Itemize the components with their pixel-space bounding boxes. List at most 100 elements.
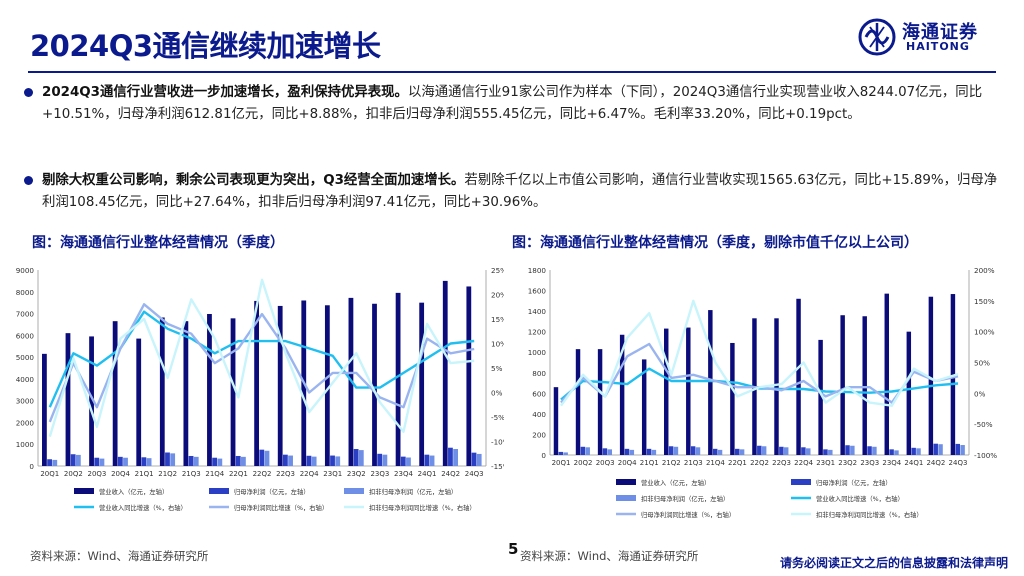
chart-left-caption: 图：海通通信行业整体经营情况（季度） bbox=[32, 235, 284, 251]
bar bbox=[159, 317, 165, 466]
bar bbox=[311, 456, 317, 466]
bar bbox=[619, 334, 625, 455]
y2-tick-label: 15% bbox=[491, 315, 504, 324]
x-tick-label: 22Q2 bbox=[253, 470, 272, 478]
y-tick-label: 1400 bbox=[528, 307, 547, 316]
y-tick-label: 3000 bbox=[16, 397, 35, 406]
bar bbox=[602, 448, 608, 455]
bar bbox=[335, 456, 341, 466]
bar bbox=[646, 448, 652, 455]
x-tick-label: 24Q1 bbox=[904, 459, 923, 467]
y2-tick-label: 5% bbox=[491, 364, 503, 373]
bar bbox=[867, 446, 872, 455]
bar bbox=[207, 313, 212, 466]
legend-swatch bbox=[344, 488, 364, 494]
bar bbox=[94, 457, 100, 466]
bar bbox=[889, 449, 894, 455]
bar bbox=[575, 349, 581, 455]
y2-tick-label: 100% bbox=[974, 328, 995, 337]
bar bbox=[955, 443, 960, 455]
x-tick-label: 23Q1 bbox=[816, 459, 835, 467]
bar bbox=[89, 336, 94, 466]
x-tick-label: 21Q1 bbox=[640, 459, 659, 467]
bar bbox=[306, 455, 312, 466]
bullet-point-1: 2024Q3通信行业营收进一步加速增长，盈利保持优异表现。以海通通信行业91家公… bbox=[24, 82, 999, 126]
bar bbox=[708, 310, 713, 455]
bar bbox=[664, 328, 669, 455]
x-tick-label: 24Q3 bbox=[465, 470, 484, 478]
y-tick-label: 1000 bbox=[528, 348, 547, 357]
bar bbox=[146, 458, 152, 466]
legend-label: 营业收入同比增速（%，右轴） bbox=[99, 503, 187, 512]
bar bbox=[188, 455, 194, 466]
legend-label: 扣非归母净利润（亿元，左轴） bbox=[641, 494, 729, 503]
bar bbox=[288, 455, 293, 466]
legend-label: 归母净利润（亿元，左轴） bbox=[816, 478, 892, 487]
x-tick-label: 23Q3 bbox=[860, 459, 879, 467]
bar bbox=[717, 449, 723, 455]
bar bbox=[99, 458, 105, 466]
chart-right: 0 200 400 600 800 1000 1200 1400 1600 1800 -100% -5… bbox=[528, 266, 998, 519]
bar bbox=[395, 292, 401, 466]
bar bbox=[141, 457, 147, 466]
bar bbox=[170, 453, 176, 466]
bar bbox=[264, 450, 270, 466]
bullet-dot-icon bbox=[24, 176, 33, 185]
bar bbox=[183, 321, 189, 466]
x-tick-label: 22Q3 bbox=[276, 470, 295, 478]
legend-swatch bbox=[209, 488, 229, 494]
x-tick-label: 22Q1 bbox=[728, 459, 747, 467]
bar bbox=[828, 449, 833, 455]
x-tick-label: 22Q4 bbox=[300, 470, 319, 478]
y2-tick-label: 50% bbox=[974, 359, 990, 368]
bar bbox=[928, 296, 934, 455]
bar bbox=[277, 305, 283, 466]
bar bbox=[624, 448, 630, 455]
legend-label: 归母净利润同比增速（%，右轴） bbox=[234, 503, 328, 512]
source-note-right: 资料来源：Wind、海通证券研究所 bbox=[520, 549, 699, 563]
bar bbox=[259, 449, 265, 466]
logo-english-name: HAITONG bbox=[906, 40, 970, 53]
x-tick-label: 21Q4 bbox=[706, 459, 725, 467]
bar bbox=[123, 457, 128, 466]
y2-tick-label: -15% bbox=[491, 462, 504, 471]
bar bbox=[241, 456, 246, 466]
x-tick-label: 21Q3 bbox=[684, 459, 703, 467]
bar bbox=[597, 349, 603, 455]
bar bbox=[641, 359, 647, 455]
bar bbox=[377, 453, 383, 466]
series-line bbox=[48, 303, 475, 423]
x-tick-label: 21Q2 bbox=[158, 470, 177, 478]
bar bbox=[165, 452, 170, 466]
y2-tick-label: -100% bbox=[974, 451, 997, 460]
bar bbox=[916, 448, 921, 455]
bar bbox=[938, 444, 943, 455]
bullet-2-headline: 剔除大权重公司影响，剩余公司表现更为突出，Q3经营全面加速增长。 bbox=[42, 173, 465, 188]
legend-swatch bbox=[791, 479, 811, 485]
bar bbox=[818, 339, 823, 455]
y-tick-label: 6000 bbox=[16, 331, 35, 340]
bar bbox=[801, 447, 806, 455]
bar bbox=[419, 302, 425, 466]
bar bbox=[324, 305, 330, 466]
bar bbox=[911, 447, 916, 455]
series-line bbox=[560, 299, 959, 407]
x-tick-label: 20Q4 bbox=[618, 459, 637, 467]
bar bbox=[862, 316, 867, 455]
bar bbox=[400, 456, 406, 466]
y-tick-label: 1000 bbox=[16, 440, 35, 449]
bar bbox=[845, 445, 850, 455]
bar bbox=[52, 459, 58, 466]
y-tick-label: 800 bbox=[532, 369, 546, 378]
bar bbox=[735, 448, 740, 455]
x-tick-label: 21Q1 bbox=[135, 470, 154, 478]
y2-tick-label: 0% bbox=[491, 389, 503, 398]
bar bbox=[580, 446, 586, 455]
x-tick-label: 21Q4 bbox=[205, 470, 224, 478]
legend-label: 归母净利润同比增速（%，右轴） bbox=[641, 510, 735, 519]
page-title: 2024Q3通信继续加速增长 bbox=[30, 29, 381, 63]
bar bbox=[282, 454, 288, 466]
bar bbox=[117, 456, 123, 466]
x-tick-label: 20Q3 bbox=[596, 459, 615, 467]
y2-tick-label: -5% bbox=[491, 413, 504, 422]
